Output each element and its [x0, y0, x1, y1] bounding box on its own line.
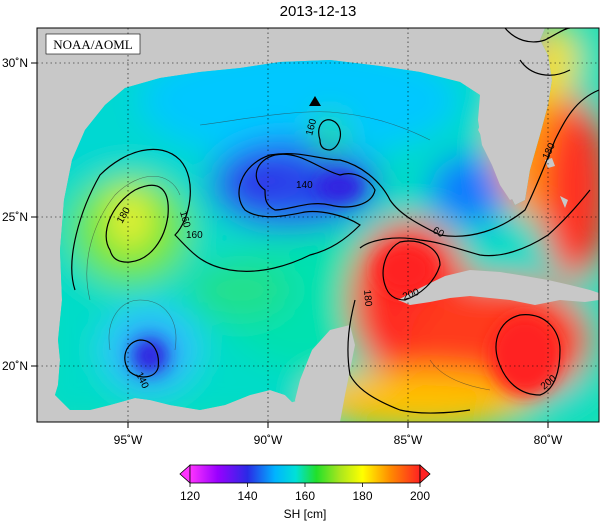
- contour-label: 140: [296, 180, 313, 191]
- cuba-landmass: [398, 270, 599, 305]
- colorbar-label: SH [cm]: [284, 507, 327, 521]
- y-tick-label: 30˚N: [2, 56, 28, 70]
- colorbar-tick-label: 160: [295, 489, 315, 503]
- gridlines: [37, 28, 599, 422]
- contour-label: 60: [431, 225, 447, 240]
- colorbar-tick-label: 120: [180, 489, 200, 503]
- thin-contour-lines: [86, 111, 491, 391]
- colorbar-min-arrow: [179, 464, 191, 484]
- y-tick-label: 20˚N: [2, 359, 28, 373]
- y-axis-labels: 30˚N 25˚N 20˚N: [2, 56, 28, 373]
- credit-label: NOAA/AOML: [53, 37, 133, 52]
- colorbar-max-arrow: [419, 464, 431, 484]
- florida-landmass: [470, 60, 530, 200]
- contour-label: 160: [186, 230, 203, 241]
- triangle-marker-icon: [309, 96, 321, 106]
- y-tick-label: 25˚N: [2, 210, 28, 224]
- yucatan-landmass: [295, 325, 355, 422]
- tick-marks: [31, 62, 549, 428]
- bahamas-islands: [545, 158, 568, 208]
- sea-height-field: [55, 28, 599, 422]
- mexico-south-landmass: [250, 400, 300, 422]
- map-plot-area: 180 160 160 140 160 60 180 200 140 180 2…: [37, 28, 599, 422]
- map-title: 2013-12-13: [280, 3, 357, 20]
- contour-label: 160: [177, 210, 192, 229]
- x-tick-label: 95˚W: [114, 433, 143, 447]
- colorbar-tick-label: 140: [237, 489, 257, 503]
- contour-label: 160: [304, 117, 319, 136]
- colorbar-gradient: [189, 464, 421, 484]
- x-tick-label: 80˚W: [534, 433, 563, 447]
- x-axis-labels: 95˚W 90˚W 85˚W 80˚W: [114, 433, 563, 447]
- colorbar-tick-label: 200: [410, 489, 430, 503]
- contour-lines: [71, 28, 599, 414]
- colorbar: 120 140 160 180 200 SH [cm]: [179, 464, 431, 521]
- x-tick-label: 90˚W: [254, 433, 283, 447]
- map-frame: [36, 27, 600, 423]
- credit-box: NOAA/AOML: [45, 33, 141, 55]
- x-tick-label: 85˚W: [394, 433, 423, 447]
- colorbar-tick-label: 180: [352, 489, 372, 503]
- contour-label: 180: [361, 289, 373, 307]
